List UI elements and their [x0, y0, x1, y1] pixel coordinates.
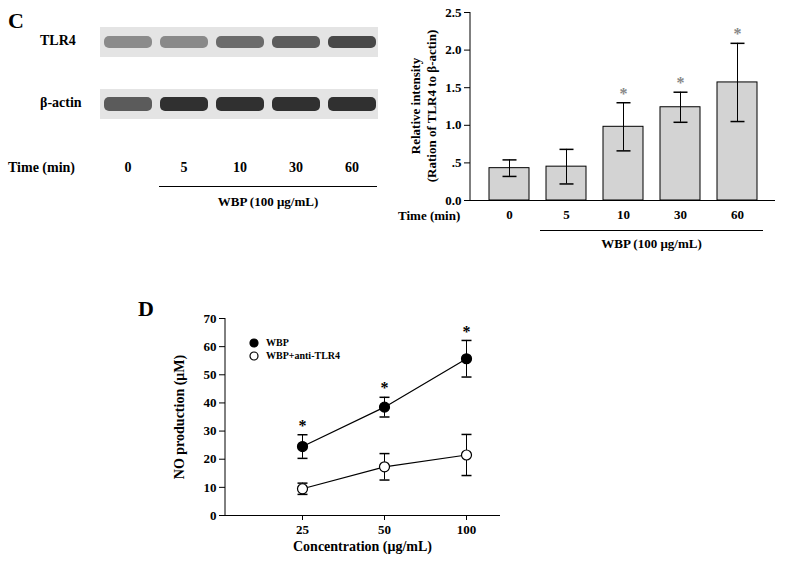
svg-text:60: 60	[204, 339, 217, 354]
html-text:D: D	[138, 296, 154, 321]
svg-text:20: 20	[204, 451, 217, 466]
svg-text:100: 100	[457, 522, 477, 537]
svg-text:0: 0	[506, 207, 513, 222]
html-text:NO production (μM): NO production (μM)	[172, 354, 187, 479]
html-text:60: 60	[345, 160, 359, 175]
html-text:Time (min): Time (min)	[398, 208, 461, 223]
svg-text:1.0: 1.0	[445, 117, 461, 132]
svg-text:*: *	[299, 417, 307, 434]
html-text:WBP: WBP	[266, 337, 289, 348]
svg-text:50: 50	[378, 522, 391, 537]
svg-text:*: *	[381, 379, 389, 396]
svg-text:*: *	[677, 74, 685, 91]
svg-text:*: *	[463, 323, 471, 340]
svg-text:25: 25	[296, 522, 310, 537]
svg-text:60: 60	[731, 207, 744, 222]
svg-text:40: 40	[204, 395, 217, 410]
html-text:Concentration (μg/mL): Concentration (μg/mL)	[293, 539, 432, 554]
html-text:10: 10	[233, 160, 247, 175]
svg-text:30: 30	[674, 207, 687, 222]
html-text:Time (min): Time (min)	[8, 160, 75, 175]
svg-text:0.0: 0.0	[445, 193, 461, 208]
svg-text:*: *	[620, 85, 628, 102]
svg-text:30: 30	[204, 423, 217, 438]
html-text:WBP (100 μg/mL): WBP (100 μg/mL)	[601, 236, 702, 251]
svg-text:0: 0	[210, 508, 217, 523]
svg-text:50: 50	[204, 367, 217, 382]
html-text:30: 30	[289, 160, 303, 175]
svg-text:1.5: 1.5	[445, 80, 462, 95]
svg-text:10: 10	[617, 207, 630, 222]
svg-text:.5: .5	[452, 155, 462, 170]
svg-text:5: 5	[563, 207, 570, 222]
svg-text:2.0: 2.0	[445, 42, 461, 57]
html-text:Relative intensity (Ration of: Relative intensity (Ration of TLR4 to β-…	[408, 29, 439, 183]
html-text:TLR4: TLR4	[40, 33, 76, 48]
svg-text:10: 10	[204, 480, 217, 495]
svg-text:2.5: 2.5	[445, 5, 462, 20]
html-text:WBP+anti-TLR4: WBP+anti-TLR4	[266, 350, 340, 361]
svg-text:*: *	[734, 25, 742, 42]
html-text:5: 5	[180, 160, 188, 175]
svg-text:70: 70	[204, 311, 217, 326]
html-text:C: C	[8, 8, 24, 33]
html-text:WBP (100 μg/mL): WBP (100 μg/mL)	[217, 194, 319, 209]
html-text:0: 0	[124, 160, 132, 175]
html-text:β-actin: β-actin	[40, 95, 82, 110]
